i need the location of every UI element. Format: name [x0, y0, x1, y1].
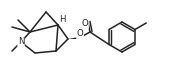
Text: H: H	[59, 15, 65, 23]
Text: O: O	[82, 20, 88, 29]
Text: N: N	[18, 38, 24, 47]
Text: O: O	[77, 29, 83, 38]
Polygon shape	[68, 37, 79, 39]
